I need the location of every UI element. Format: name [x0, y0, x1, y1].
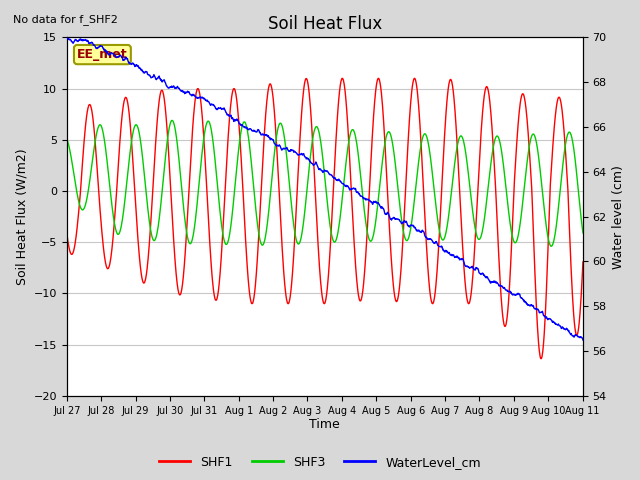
Y-axis label: Water level (cm): Water level (cm) [612, 165, 625, 268]
Text: EE_met: EE_met [77, 48, 128, 61]
Y-axis label: Soil Heat Flux (W/m2): Soil Heat Flux (W/m2) [15, 148, 28, 285]
Legend: SHF1, SHF3, WaterLevel_cm: SHF1, SHF3, WaterLevel_cm [154, 451, 486, 474]
Title: Soil Heat Flux: Soil Heat Flux [268, 15, 382, 33]
Text: No data for f_SHF2: No data for f_SHF2 [13, 14, 118, 25]
X-axis label: Time: Time [309, 419, 340, 432]
